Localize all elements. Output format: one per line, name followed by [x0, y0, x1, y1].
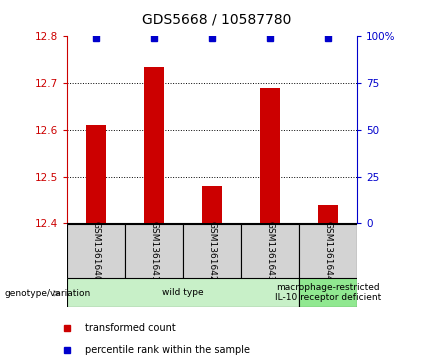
Text: GDS5668 / 10587780: GDS5668 / 10587780 — [142, 13, 291, 27]
Text: GSM1361644: GSM1361644 — [324, 221, 333, 281]
Text: genotype/variation: genotype/variation — [4, 289, 90, 298]
Text: percentile rank within the sample: percentile rank within the sample — [85, 345, 250, 355]
Text: transformed count: transformed count — [85, 323, 176, 333]
Text: GSM1361640: GSM1361640 — [92, 220, 100, 281]
Bar — [241, 224, 299, 278]
Bar — [67, 224, 125, 278]
Bar — [125, 224, 183, 278]
Text: GSM1361641: GSM1361641 — [150, 220, 158, 281]
Bar — [183, 224, 241, 278]
Bar — [67, 278, 299, 307]
Text: GSM1361643: GSM1361643 — [266, 220, 275, 281]
Bar — [318, 205, 338, 223]
Bar — [299, 224, 357, 278]
Bar — [144, 67, 164, 223]
Bar — [86, 125, 106, 223]
Text: macrophage-restricted
IL-10 receptor deficient: macrophage-restricted IL-10 receptor def… — [275, 283, 381, 302]
Bar — [202, 186, 222, 223]
Text: GSM1361642: GSM1361642 — [208, 221, 216, 281]
Text: wild type: wild type — [162, 288, 204, 297]
Bar — [260, 88, 280, 223]
Bar — [299, 278, 357, 307]
